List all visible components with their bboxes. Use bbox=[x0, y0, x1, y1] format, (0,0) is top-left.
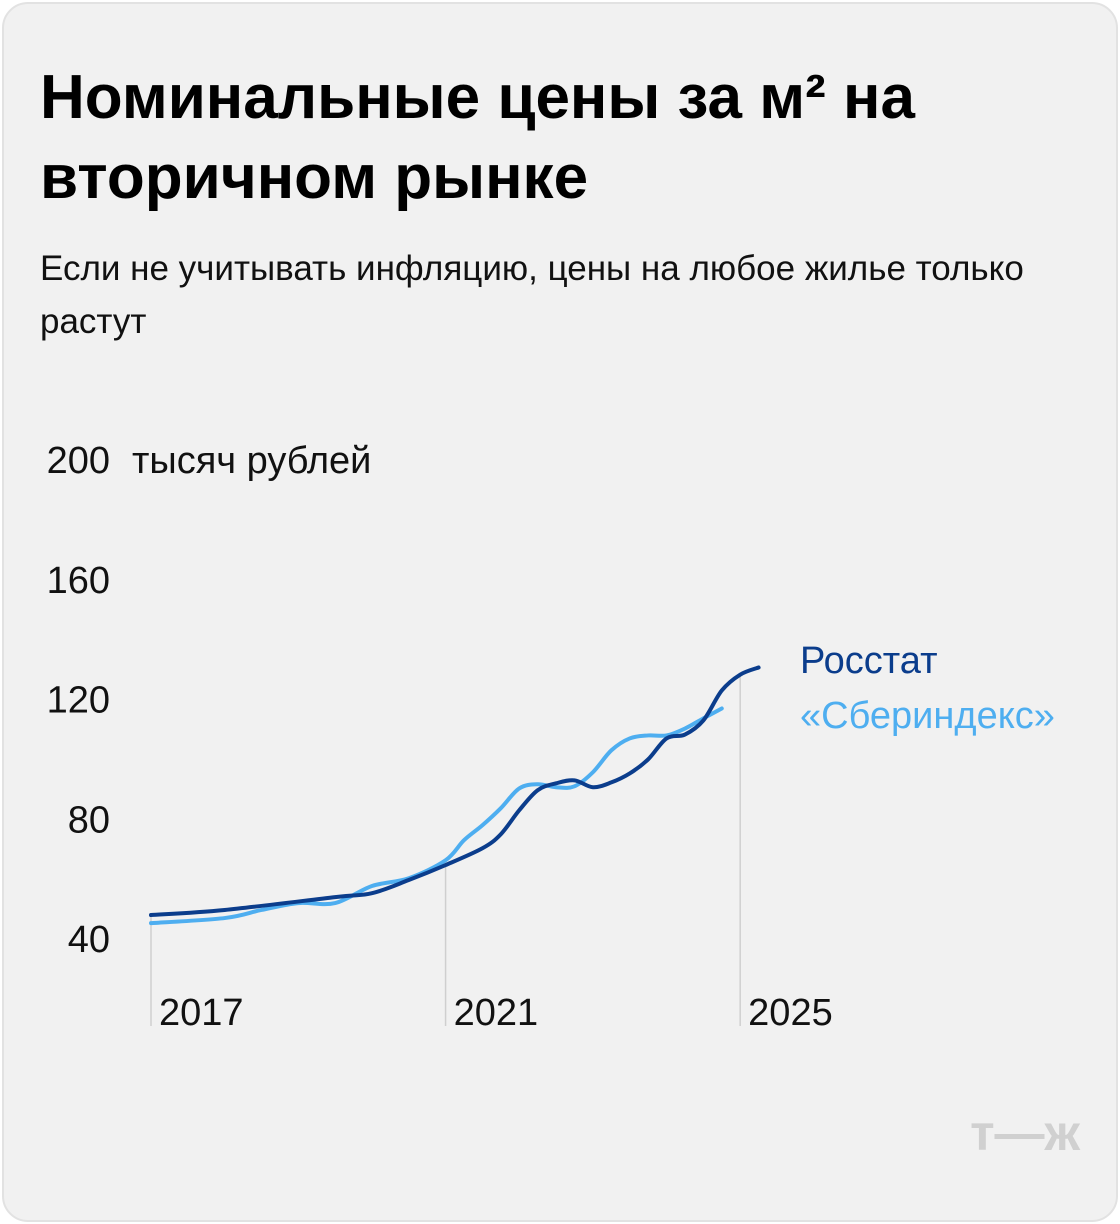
series-line bbox=[149, 706, 724, 926]
x-tick-label: 2017 bbox=[159, 992, 244, 1034]
y-tick-label: 120 bbox=[47, 680, 110, 722]
y-tick-label: 200 bbox=[47, 440, 110, 482]
x-tick-label: 2025 bbox=[748, 992, 833, 1034]
series-line bbox=[149, 665, 761, 918]
y-tick-label: 80 bbox=[68, 799, 110, 841]
chart-title: Номинальные цены за м² на вторичном рынк… bbox=[40, 63, 915, 212]
logo: т—ж bbox=[970, 1105, 1080, 1161]
x-tick-label: 2021 bbox=[454, 992, 539, 1034]
y-tick-label: 40 bbox=[68, 919, 110, 961]
legend-label: «Сбериндекс» bbox=[800, 695, 1055, 737]
chart-subtitle: Если не учитывать инфляцию, цены на любо… bbox=[40, 249, 1024, 341]
legend-label: Росстат bbox=[800, 640, 938, 682]
y-tick-label: 160 bbox=[47, 560, 110, 602]
y-axis-label: тысяч рублей bbox=[132, 440, 371, 482]
